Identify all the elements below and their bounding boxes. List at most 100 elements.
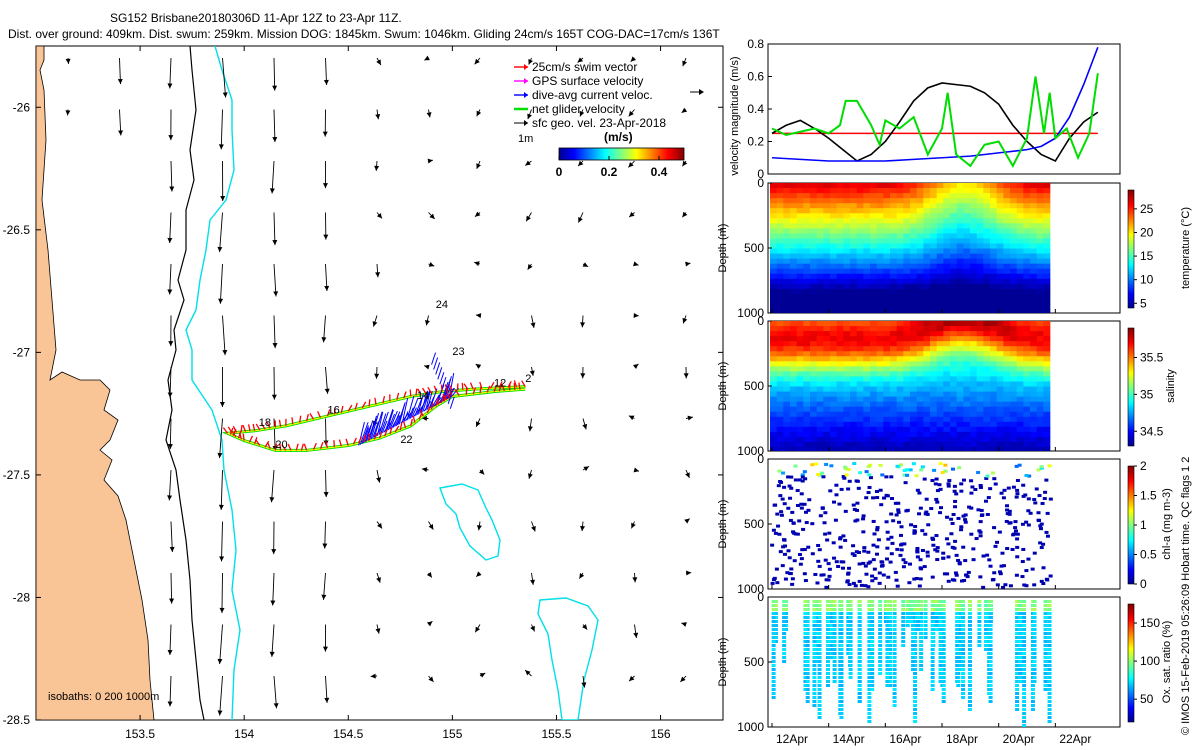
oxygen-point — [1032, 656, 1037, 659]
oxygen-point — [967, 604, 972, 607]
chla-point — [875, 496, 880, 500]
dac-vector — [441, 376, 447, 390]
data-cell — [983, 386, 991, 393]
oxygen-point — [919, 600, 924, 603]
data-cell — [1043, 366, 1051, 372]
data-cell — [983, 381, 991, 387]
geo-velocity-arrow — [580, 315, 586, 328]
data-cell — [923, 208, 931, 214]
data-cell — [856, 253, 864, 260]
data-cell — [890, 341, 897, 347]
dac-vector — [406, 395, 415, 421]
data-cell — [770, 401, 777, 408]
data-cell — [936, 346, 944, 352]
oxygen-point — [930, 688, 935, 691]
data-cell — [943, 447, 951, 451]
chla-point — [969, 506, 974, 510]
data-cell — [983, 233, 991, 239]
chla-point — [895, 464, 900, 468]
oxygen-point — [892, 692, 897, 695]
oxygen-point — [913, 676, 918, 679]
chla-ylabel: Depth (m) — [717, 500, 729, 549]
data-cell — [983, 436, 991, 443]
chla-point — [778, 494, 783, 498]
chla-point — [822, 521, 827, 525]
data-cell — [830, 213, 837, 219]
data-cell — [803, 243, 811, 249]
oxygen-point — [919, 624, 924, 627]
day-label: 2 — [525, 373, 531, 385]
oxygen-point — [825, 668, 830, 671]
oxygen-point — [955, 644, 960, 647]
geo-velocity-arrow — [426, 620, 433, 627]
chla-point — [969, 479, 974, 483]
data-cell — [803, 351, 811, 357]
chla-point — [771, 528, 776, 532]
data-cell — [1030, 366, 1037, 372]
dac-vector — [378, 413, 387, 436]
oxygen-point — [867, 668, 872, 671]
data-cell — [856, 273, 864, 280]
data-cell — [870, 208, 877, 214]
data-cell — [776, 391, 784, 398]
data-cell — [903, 188, 911, 194]
data-cell — [970, 351, 977, 357]
chla-point — [823, 511, 828, 515]
chla-point — [847, 479, 852, 483]
data-cell — [1016, 376, 1024, 382]
data-cell — [823, 268, 831, 275]
data-cell — [950, 441, 957, 448]
geo-velocity-arrow — [479, 672, 486, 678]
geo-velocity-arrow — [321, 572, 327, 600]
data-cell — [816, 371, 824, 377]
data-cell — [936, 396, 944, 403]
data-cell — [836, 381, 844, 387]
swim-vector — [232, 425, 238, 433]
data-cell — [856, 268, 864, 275]
oxygen-point — [961, 664, 966, 667]
oxygen-point — [961, 668, 966, 671]
data-cell — [843, 401, 851, 408]
data-cell — [1043, 183, 1051, 189]
data-cell — [936, 431, 944, 438]
data-cell — [983, 303, 991, 310]
data-cell — [910, 386, 917, 393]
data-cell — [936, 376, 944, 382]
oxygen-point — [1043, 600, 1048, 603]
data-cell — [963, 293, 971, 300]
chla-point — [901, 565, 906, 569]
oxygen-point — [812, 608, 817, 611]
oxygen-point — [867, 704, 872, 707]
oxygen-point — [967, 656, 972, 659]
svg-text:25cm/s swim vector: 25cm/s swim vector — [532, 60, 637, 74]
data-cell — [983, 183, 991, 189]
data-cell — [1036, 228, 1044, 234]
data-cell — [910, 258, 917, 265]
data-cell — [843, 213, 851, 219]
data-cell — [1016, 396, 1024, 403]
map-colorbar-tick-label: 0.2 — [601, 165, 618, 179]
chla-point — [1026, 509, 1031, 513]
data-cell — [1016, 386, 1024, 393]
oxygen-point — [848, 612, 853, 615]
oxygen-point — [782, 652, 787, 655]
chla-point — [882, 496, 887, 500]
data-cell — [1036, 341, 1044, 347]
data-cell — [856, 411, 864, 418]
data-cell — [910, 183, 917, 189]
data-cell — [863, 223, 871, 229]
chla-point — [985, 553, 990, 557]
chla-point — [816, 559, 821, 563]
data-cell — [810, 183, 817, 189]
oxygen-point — [857, 676, 862, 679]
data-cell — [1030, 233, 1037, 239]
data-cell — [843, 421, 851, 428]
data-cell — [970, 233, 977, 239]
data-cell — [910, 248, 917, 255]
data-cell — [943, 238, 951, 244]
data-cell — [890, 223, 897, 229]
data-cell — [1023, 341, 1031, 347]
data-cell — [990, 331, 997, 337]
data-cell — [896, 386, 904, 393]
data-cell — [910, 321, 917, 327]
